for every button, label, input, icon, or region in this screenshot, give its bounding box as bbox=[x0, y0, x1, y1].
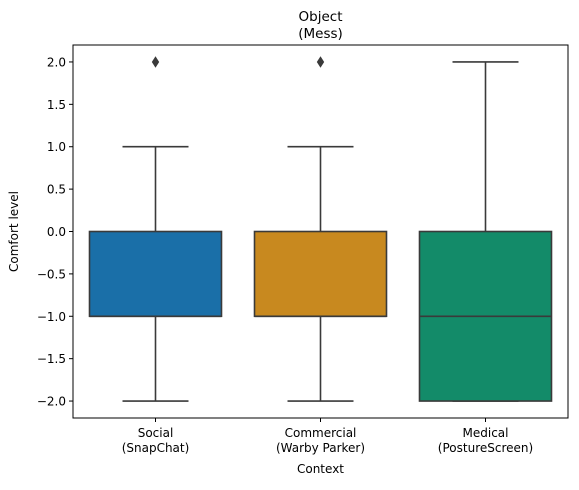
chart-title: Object(Mess) bbox=[298, 9, 343, 42]
box-group bbox=[418, 61, 553, 402]
y-tick-label: 1.5 bbox=[47, 98, 66, 112]
x-tick-label: (PostureScreen) bbox=[438, 441, 533, 455]
x-tick-label: Social bbox=[138, 426, 174, 440]
y-tick-label: −0.5 bbox=[37, 267, 66, 281]
y-tick-label: 0.0 bbox=[47, 225, 66, 239]
y-tick-label: 2.0 bbox=[47, 55, 66, 69]
x-axis: Social(SnapChat) Commercial(Warby Parker)… bbox=[122, 418, 533, 455]
x-tick-label: (Warby Parker) bbox=[276, 441, 365, 455]
title-line-1: Object bbox=[299, 9, 343, 25]
x-tick-label: Medical bbox=[463, 426, 509, 440]
y-axis: 2.0 1.5 1.0 0.5 0.0 −0.5 −1.0 −1.5 −2.0 bbox=[37, 55, 73, 409]
x-axis-label: Context bbox=[297, 462, 344, 476]
x-tick-label: (SnapChat) bbox=[122, 441, 190, 455]
outlier-marker bbox=[316, 56, 325, 68]
plot-area bbox=[88, 56, 553, 402]
box-group bbox=[253, 56, 388, 402]
x-tick-label: Commercial bbox=[285, 426, 357, 440]
y-tick-label: 1.0 bbox=[47, 140, 66, 154]
y-tick-label: −1.0 bbox=[37, 310, 66, 324]
y-tick-label: −2.0 bbox=[37, 395, 66, 409]
box-group bbox=[88, 56, 223, 402]
title-line-2: (Mess) bbox=[298, 26, 343, 42]
y-tick-label: 0.5 bbox=[47, 183, 66, 197]
y-tick-label: −1.5 bbox=[37, 352, 66, 366]
outlier-marker bbox=[151, 56, 160, 68]
plot-frame bbox=[72, 44, 569, 419]
y-axis-label: Comfort level bbox=[7, 191, 21, 272]
iqr-box bbox=[253, 230, 388, 318]
iqr-box bbox=[88, 230, 223, 318]
